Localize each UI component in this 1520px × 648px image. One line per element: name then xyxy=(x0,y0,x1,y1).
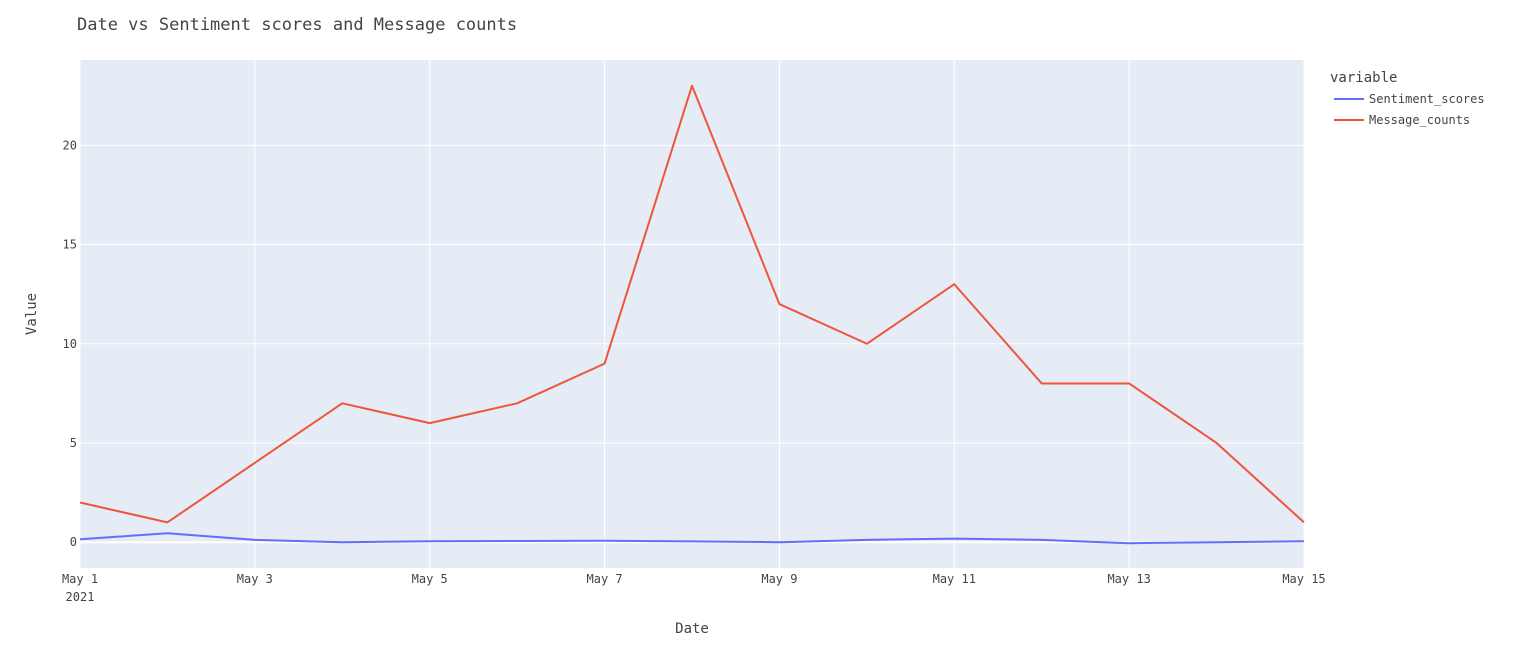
tick-layer: May 1 2021 May 3 May 5 May 7 May 9 May 11 May 1… xyxy=(62,138,1326,604)
y-tick-label: 10 xyxy=(63,337,77,351)
x-axis-title: Date xyxy=(675,621,709,637)
x-tick-label: May 11 xyxy=(933,572,976,586)
x-tick-label: May 3 xyxy=(237,572,273,586)
plot-area xyxy=(80,60,1304,568)
x-tick-label: May 15 xyxy=(1282,572,1325,586)
y-tick-label: 0 xyxy=(70,535,77,549)
series-layer xyxy=(79,84,1305,545)
y-axis-title: Value xyxy=(24,293,40,335)
legend-item-label[interactable]: Message_counts xyxy=(1369,113,1470,127)
x-tick-sublabel: 2021 xyxy=(66,590,95,604)
x-tick-label: May 9 xyxy=(761,572,797,586)
x-tick-label: May 7 xyxy=(587,572,623,586)
y-tick-label: 15 xyxy=(63,238,77,252)
series-line-message-counts xyxy=(79,84,1305,524)
y-tick-label: 20 xyxy=(63,138,77,152)
legend-title: variable xyxy=(1330,70,1397,86)
series-line-sentiment-scores xyxy=(79,532,1305,545)
x-tick-label: May 5 xyxy=(412,572,448,586)
chart-title: Date vs Sentiment scores and Message cou… xyxy=(77,15,517,35)
legend-item-label[interactable]: Sentiment_scores xyxy=(1369,92,1485,106)
x-tick-label: May 1 xyxy=(62,572,98,586)
legend: variable Sentiment_scores Message_counts xyxy=(1330,70,1485,127)
x-tick-label: May 13 xyxy=(1107,572,1150,586)
y-tick-label: 5 xyxy=(70,436,77,450)
